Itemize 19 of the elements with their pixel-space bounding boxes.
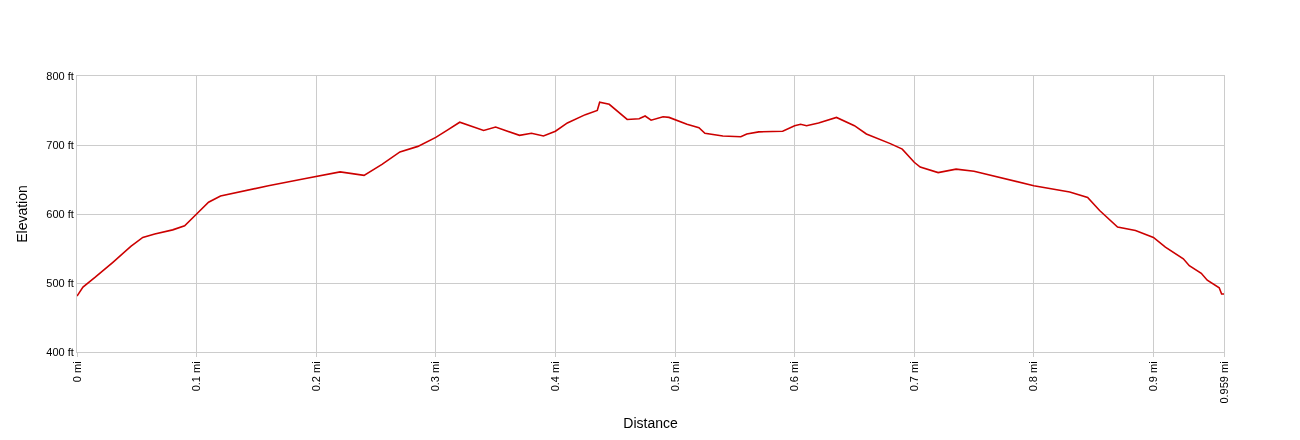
y-tick-label: 500 ft [46,276,74,289]
x-tick-label: 0.5 mi [668,361,681,392]
x-tick-label: 0.7 mi [907,361,920,392]
x-tick-label: 0.2 mi [309,361,322,392]
x-axis-title: Distance [623,414,678,431]
y-tick-label: 800 ft [46,69,74,82]
x-tick-label: 0.9 mi [1147,361,1160,392]
x-tick-label: 0 mi [70,361,83,383]
y-tick-label: 400 ft [46,345,74,358]
y-axis-title: Elevation [13,185,30,243]
x-tick-label: 0.6 mi [788,361,801,392]
x-tick-label: 0.959 mi [1217,361,1230,404]
x-tick-label: 0.4 mi [548,361,561,392]
x-tick-label: 0.3 mi [429,361,442,392]
line-series [77,101,1224,297]
x-tick-label: 0.8 mi [1027,361,1040,392]
x-tick-label: 0.1 mi [190,361,203,392]
y-tick-label: 700 ft [46,138,74,151]
y-tick-label: 600 ft [46,207,74,220]
